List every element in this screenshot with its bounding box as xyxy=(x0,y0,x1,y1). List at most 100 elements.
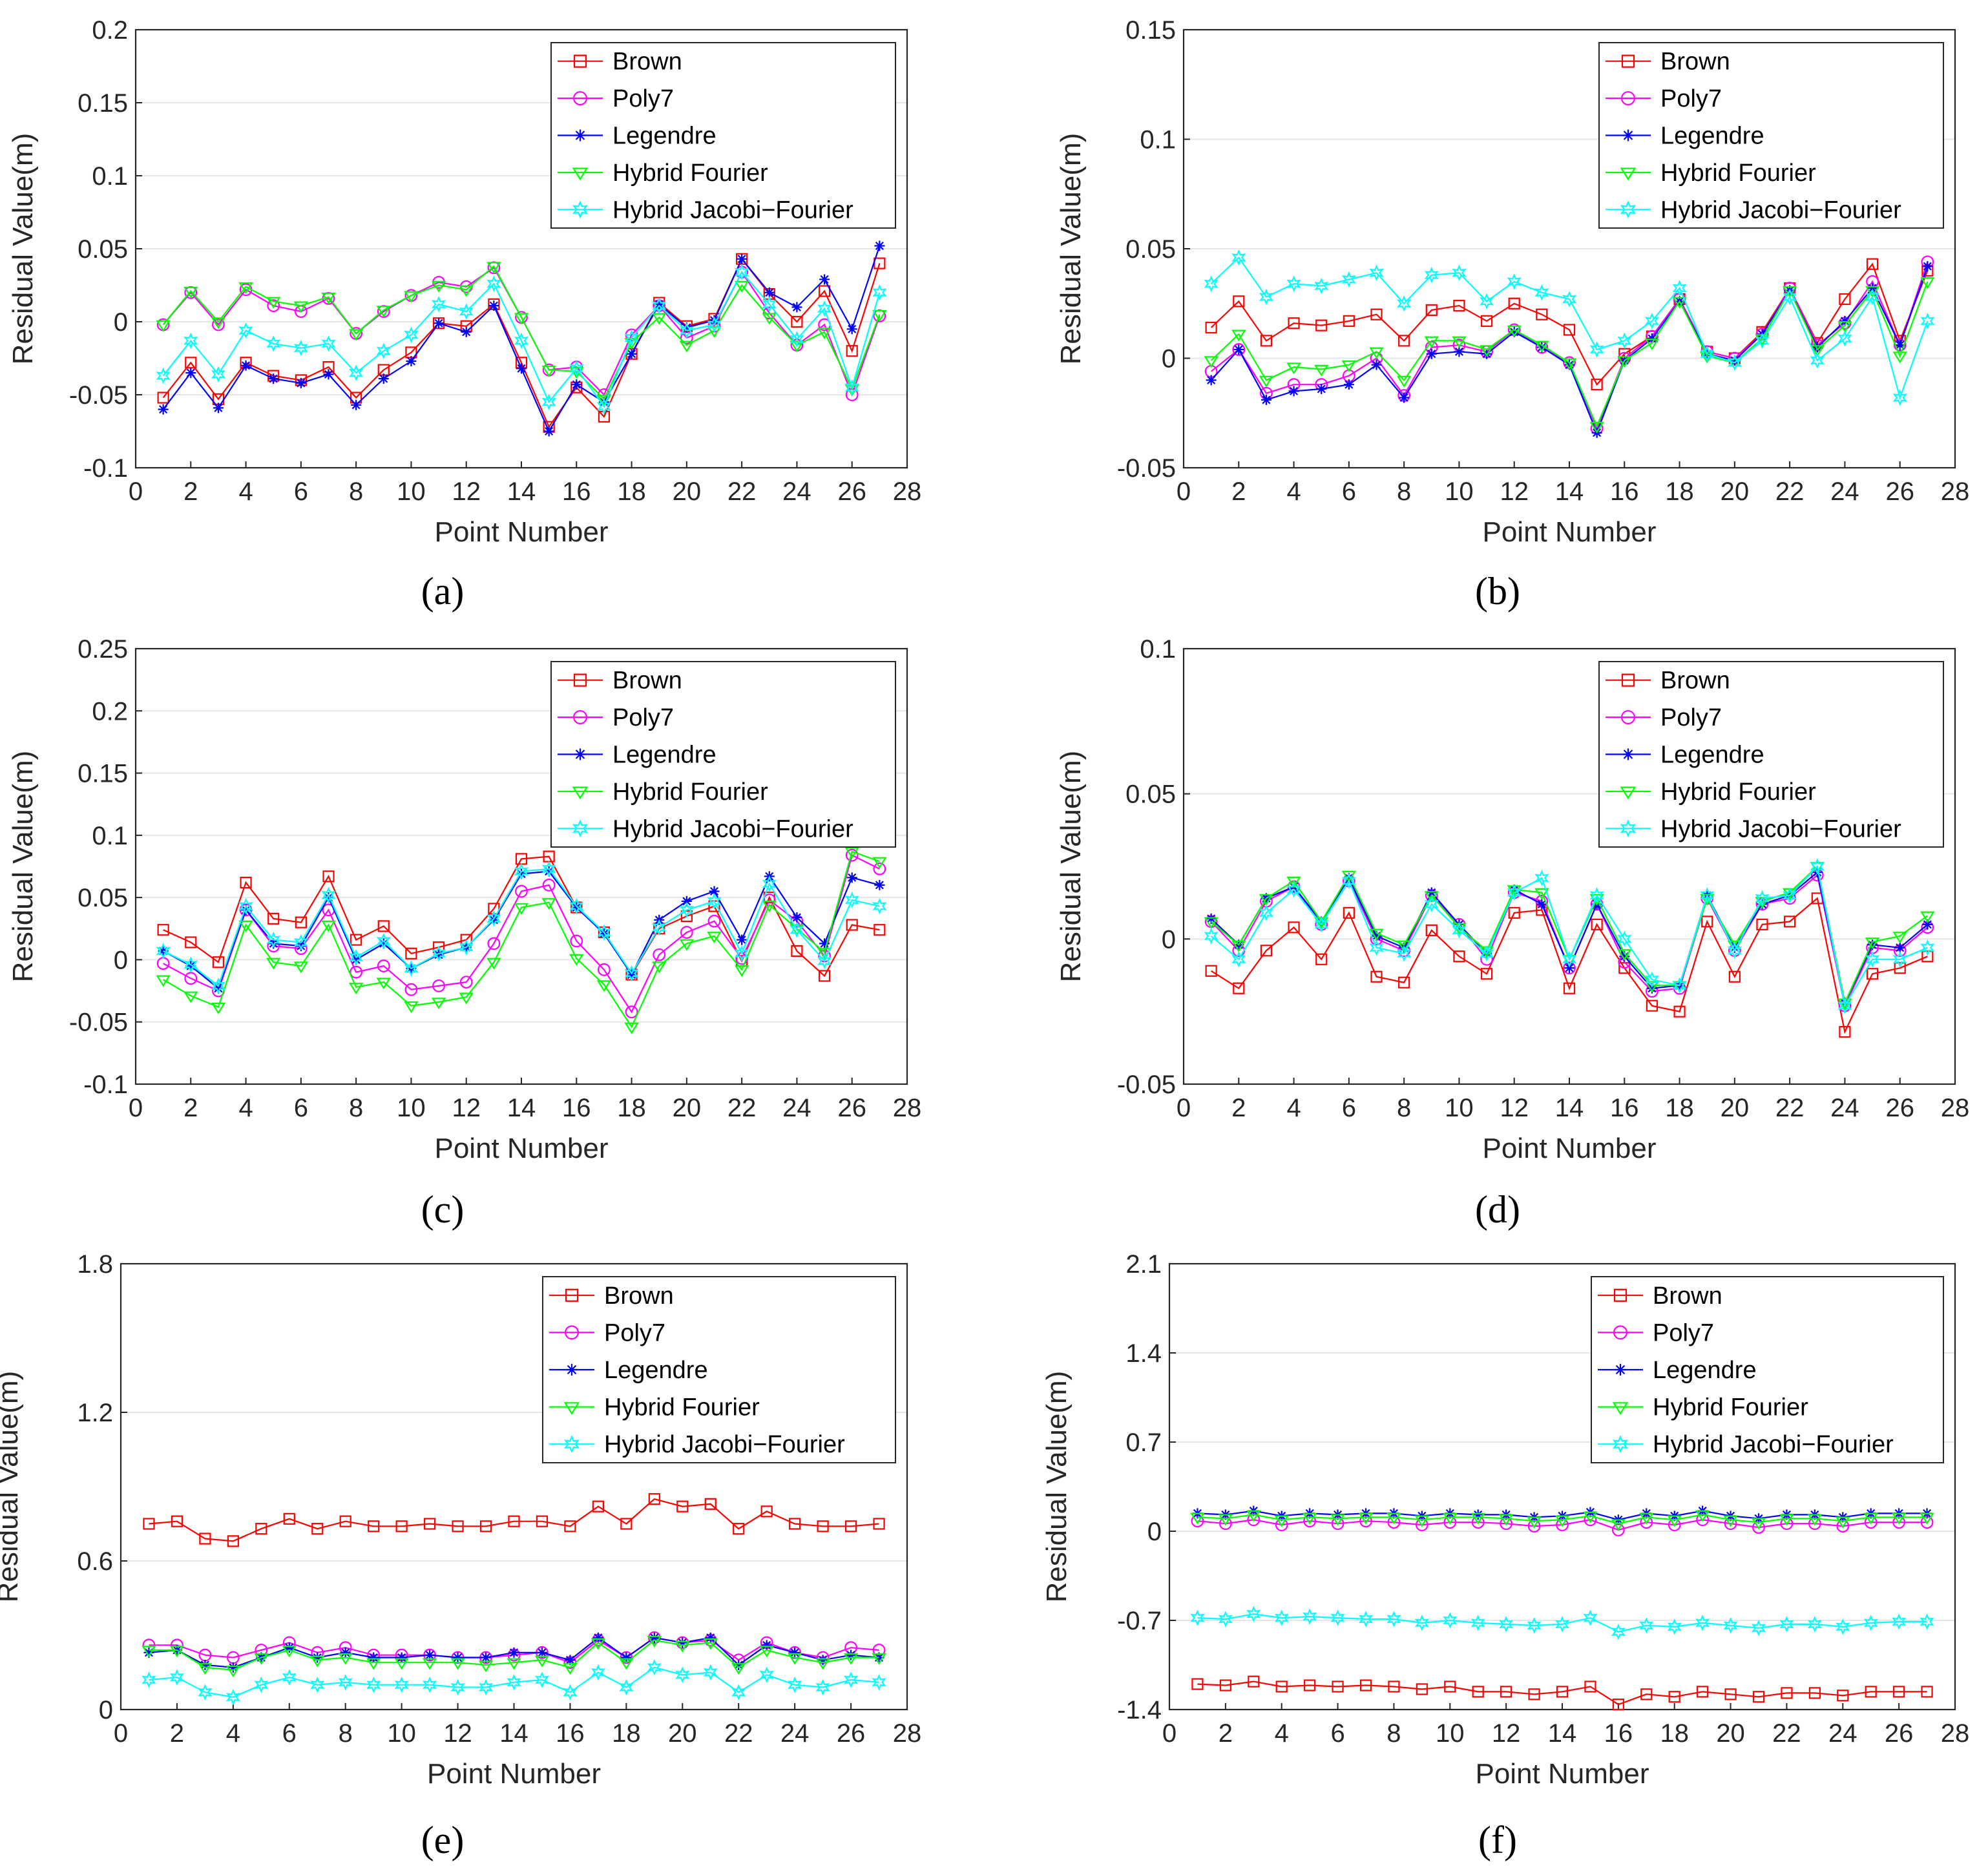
data-point xyxy=(1191,1678,1204,1690)
x-tick-label: 6 xyxy=(282,1719,297,1748)
x-tick-label: 4 xyxy=(1286,477,1301,506)
data-point xyxy=(1414,1615,1429,1631)
data-point xyxy=(1667,1515,1682,1527)
legend-marker xyxy=(1622,748,1634,760)
data-point xyxy=(647,1659,662,1676)
series-line xyxy=(163,868,880,987)
data-point xyxy=(873,1518,885,1530)
data-point xyxy=(479,1520,492,1533)
data-point xyxy=(169,1669,184,1686)
data-point xyxy=(450,1679,465,1696)
data-point xyxy=(846,1649,857,1660)
y-tick-label: 0.2 xyxy=(92,697,128,726)
legend-marker xyxy=(572,819,589,838)
data-point xyxy=(1612,1699,1624,1711)
data-point xyxy=(1892,951,1907,968)
data-point xyxy=(284,1642,295,1653)
data-point xyxy=(1866,968,1879,980)
x-tick-label: 16 xyxy=(556,1719,585,1748)
data-point xyxy=(677,1637,688,1648)
data-point xyxy=(675,1640,690,1653)
data-point xyxy=(1781,1687,1793,1699)
data-point xyxy=(789,1518,801,1530)
data-point xyxy=(1611,1623,1626,1640)
x-tick-label: 6 xyxy=(1330,1719,1345,1748)
data-point xyxy=(1286,876,1301,888)
data-point xyxy=(183,956,198,973)
y-tick-label: 0 xyxy=(1162,345,1176,373)
data-point xyxy=(156,320,171,332)
data-point xyxy=(1783,887,1797,904)
data-point xyxy=(1892,389,1907,406)
data-point xyxy=(507,1658,521,1670)
data-point xyxy=(143,1518,155,1530)
axes-box xyxy=(134,28,908,469)
series-hybrid-fourier xyxy=(1190,1510,1934,1531)
legend-item: Legendre xyxy=(1598,1357,1757,1384)
legend-box xyxy=(550,42,896,229)
data-point xyxy=(564,1520,576,1533)
data-point xyxy=(1343,906,1355,919)
legend-label: Brown xyxy=(604,1282,674,1310)
y-tick-label: -0.05 xyxy=(69,1009,128,1037)
data-point xyxy=(1388,1680,1400,1693)
legend-item: Hybrid Fourier xyxy=(1598,1394,1808,1421)
data-point xyxy=(790,331,804,348)
data-point xyxy=(707,932,722,944)
x-tick-label: 24 xyxy=(782,1094,811,1122)
data-point xyxy=(459,976,473,989)
data-point xyxy=(211,317,226,330)
data-point xyxy=(1233,344,1244,355)
data-point xyxy=(1341,360,1357,372)
legend-marker xyxy=(572,786,589,800)
panel-label: (b) xyxy=(1475,570,1520,612)
data-point xyxy=(434,318,445,329)
x-tick-label: 26 xyxy=(837,1719,866,1748)
data-point xyxy=(1563,961,1576,975)
data-point xyxy=(422,1658,437,1670)
data-point xyxy=(514,313,529,325)
data-point xyxy=(759,1666,774,1684)
data-point xyxy=(1259,894,1274,906)
data-point xyxy=(1723,1515,1738,1527)
data-point xyxy=(293,301,309,313)
data-point xyxy=(1563,982,1576,994)
x-tick-label: 4 xyxy=(238,1094,253,1122)
data-point xyxy=(350,934,362,946)
data-point xyxy=(1528,1688,1540,1700)
data-point xyxy=(1891,1512,1907,1525)
data-point xyxy=(1563,324,1576,336)
data-point xyxy=(404,291,419,303)
x-tick-label: 0 xyxy=(129,1094,143,1122)
x-tick-label: 18 xyxy=(1660,1719,1689,1748)
x-tick-label: 2 xyxy=(183,477,198,506)
data-point xyxy=(1893,339,1907,352)
data-point xyxy=(350,965,363,979)
legend-marker xyxy=(1620,786,1637,800)
data-point xyxy=(424,1649,435,1660)
legend-label: Legendre xyxy=(604,1357,708,1384)
data-point xyxy=(404,326,419,344)
data-point xyxy=(1839,1026,1851,1038)
data-point xyxy=(185,936,197,948)
x-tick-label: 20 xyxy=(1721,1094,1750,1122)
data-point xyxy=(1206,913,1217,924)
data-point xyxy=(1673,1005,1686,1018)
data-point xyxy=(703,1638,718,1650)
data-point xyxy=(488,300,499,311)
legend-label: Hybrid Jacobi−Fourier xyxy=(604,1431,845,1458)
legend: Brown Poly7 Legendre Hybrid Fourier Hybrid J… xyxy=(550,42,896,229)
legend-marker xyxy=(1622,129,1634,141)
x-tick-label: 22 xyxy=(1775,1094,1805,1122)
data-point xyxy=(563,1663,578,1675)
data-point xyxy=(479,1679,494,1696)
data-point xyxy=(1302,1512,1317,1525)
data-point xyxy=(619,1679,634,1696)
data-point xyxy=(1729,355,1740,366)
legend-marker xyxy=(1612,1402,1629,1416)
data-point xyxy=(1472,1509,1483,1520)
legend-label: Brown xyxy=(612,48,682,76)
data-point xyxy=(624,965,639,982)
data-point xyxy=(1286,362,1301,375)
